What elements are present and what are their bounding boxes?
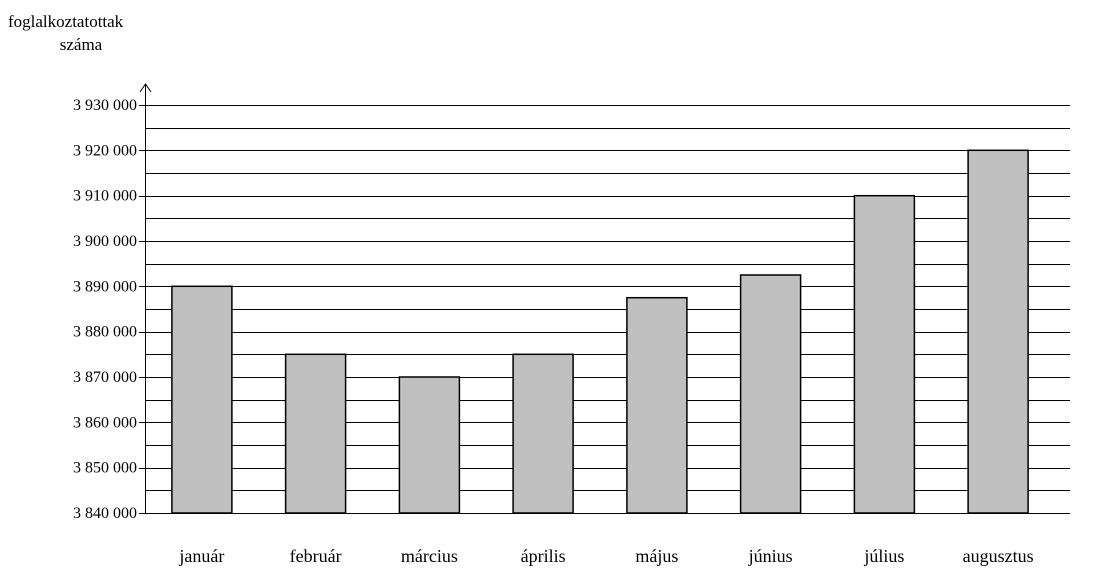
x-tick-label: június <box>748 546 793 566</box>
bar-augusztus <box>967 149 1029 514</box>
bar-január <box>171 285 233 514</box>
y-tick-label: 3 850 000 <box>73 460 137 477</box>
x-tick-label: augusztus <box>963 546 1034 566</box>
bar-június <box>739 274 802 514</box>
x-tick-label: március <box>401 546 458 566</box>
y-axis-title: foglalkoztatottak száma <box>8 12 124 54</box>
y-axis-title-line-1: foglalkoztatottak <box>8 12 124 31</box>
bar-február <box>284 353 347 514</box>
y-tick-label: 3 860 000 <box>73 414 137 431</box>
x-tick-label: február <box>290 546 342 566</box>
bars <box>171 149 1029 514</box>
x-tick-label: július <box>863 546 904 566</box>
bar-május <box>626 296 688 514</box>
y-axis-title-line-2: száma <box>60 35 103 54</box>
y-tick-label: 3 930 000 <box>73 97 137 114</box>
y-axis-arrow-icon <box>139 83 152 93</box>
x-tick-label: január <box>178 546 224 566</box>
bar-április <box>512 353 574 514</box>
y-tick-label: 3 870 000 <box>73 369 137 386</box>
y-tick-label: 3 890 000 <box>73 278 137 295</box>
gridlines <box>145 105 1070 514</box>
y-axis <box>139 83 152 513</box>
x-tick-label: április <box>521 546 566 566</box>
bar-július <box>853 194 916 514</box>
y-tick-labels: 3 840 000 3 850 000 3 860 000 3 870 000 3 88… <box>73 97 145 522</box>
y-tick-label: 3 840 000 <box>73 505 137 522</box>
y-tick-label: 3 910 000 <box>73 188 137 205</box>
bar-március <box>398 376 461 514</box>
y-tick-label: 3 900 000 <box>73 233 137 250</box>
y-tick-label: 3 880 000 <box>73 324 137 341</box>
x-category-labels: január február március április május június jú… <box>178 546 1033 566</box>
y-tick-label: 3 920 000 <box>73 142 137 159</box>
x-tick-label: május <box>635 546 678 566</box>
